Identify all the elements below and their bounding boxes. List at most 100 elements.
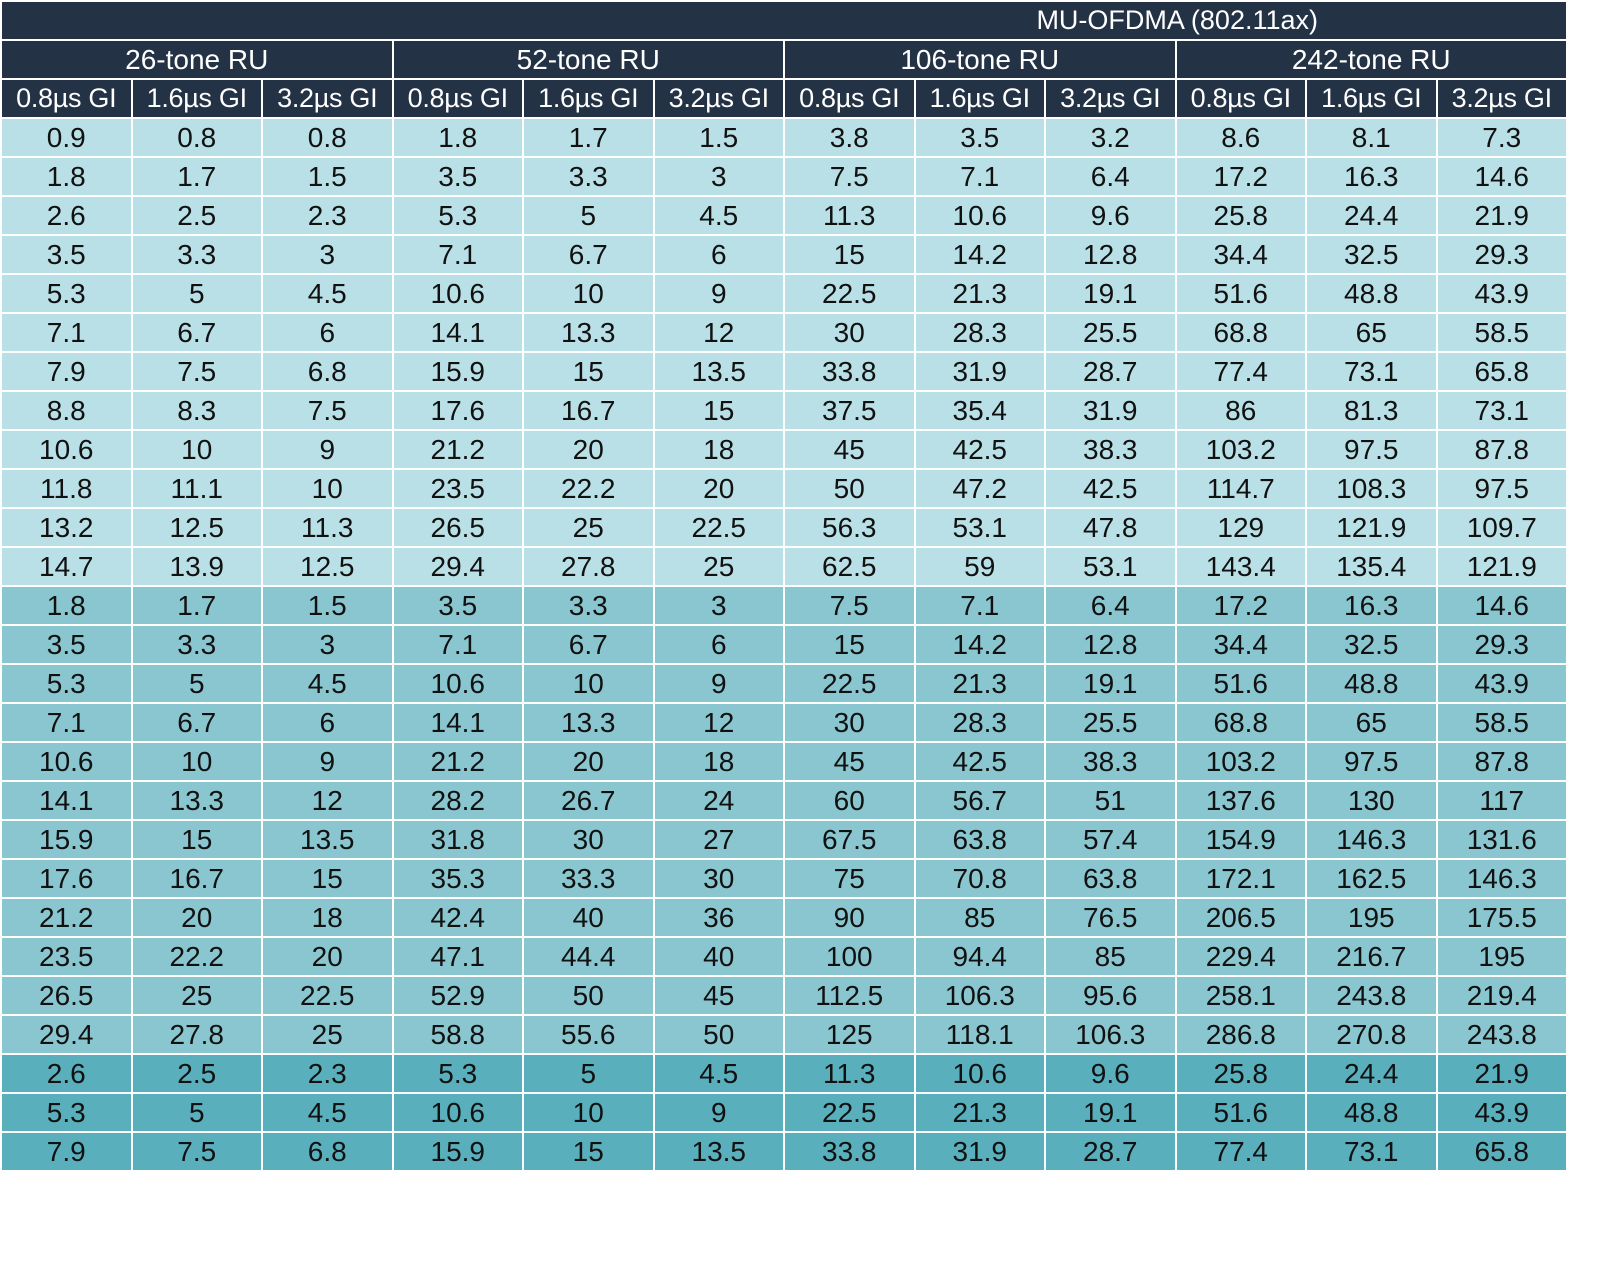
table-cell: 117: [1435, 780, 1568, 821]
table-row: 21.2 20 18 42.4 40 36 90 85 76.5 206.5 195 175.5: [0, 897, 1568, 938]
table-cell: 10.6: [913, 195, 1046, 236]
table-row: 7.9 7.5 6.8 15.9 15 13.5 33.8 31.9 28.7 77.4 73.1 6…: [0, 1131, 1568, 1172]
table-cell: 24.4: [1305, 195, 1438, 236]
table-cell: 103.2: [1174, 741, 1307, 782]
table-cell: 65: [1305, 702, 1438, 743]
table-cell: 43.9: [1435, 663, 1568, 704]
table-cell: 10.6: [913, 1053, 1046, 1094]
table-cell: 87.8: [1435, 741, 1568, 782]
table-cell: 48.8: [1305, 1092, 1438, 1133]
table-cell: 11.3: [783, 1053, 916, 1094]
table-cell: 26.5: [0, 975, 133, 1016]
table-cell: 31.9: [913, 351, 1046, 392]
table-cell: 65.8: [1435, 1131, 1568, 1172]
table-cell: 10.6: [0, 429, 133, 470]
table-cell: 3: [652, 156, 785, 197]
table-cell: 7.5: [783, 156, 916, 197]
table-cell: 6: [652, 234, 785, 275]
table-cell: 3.5: [391, 585, 524, 626]
table-cell: 25.5: [1044, 702, 1177, 743]
table-cell: 7.9: [0, 1131, 133, 1172]
table-row: 10.6 10 9 21.2 20 18 45 42.5 38.3 103.2 97.5 87.8: [0, 429, 1568, 470]
table-cell: 9.6: [1044, 1053, 1177, 1094]
table-cell: 9: [652, 1092, 785, 1133]
table-cell: 24: [652, 780, 785, 821]
table-row: 7.1 6.7 6 14.1 13.3 12 30 28.3 25.5 68.8 65 58.5: [0, 312, 1568, 353]
table-cell: 97.5: [1305, 429, 1438, 470]
table-cell: 42.5: [1044, 468, 1177, 509]
ru-header-242-tone: 242-tone RU: [1174, 39, 1568, 80]
table-row: 8.8 8.3 7.5 17.6 16.7 15 37.5 35.4 31.9 86 81.3 73.…: [0, 390, 1568, 431]
table-cell: 27: [652, 819, 785, 860]
table-cell: 195: [1305, 897, 1438, 938]
table-cell: 6.4: [1044, 585, 1177, 626]
title-row: MU-OFDMA (802.11ax): [0, 0, 1568, 41]
ru-header-52-tone: 52-tone RU: [391, 39, 785, 80]
table-cell: 38.3: [1044, 429, 1177, 470]
table-cell: 31.8: [391, 819, 524, 860]
table-cell: 9: [652, 663, 785, 704]
table-cell: 146.3: [1435, 858, 1568, 899]
table-cell: 33.8: [783, 351, 916, 392]
table-cell: 14.2: [913, 624, 1046, 665]
table-cell: 73.1: [1435, 390, 1568, 431]
table-cell: 175.5: [1435, 897, 1568, 938]
gi-header-3.2us: 3.2µs GI: [1044, 78, 1177, 119]
table-cell: 44.4: [522, 936, 655, 977]
table-cell: 42.5: [913, 741, 1046, 782]
table-row: 2.6 2.5 2.3 5.3 5 4.5 11.3 10.6 9.6 25.8 24.4 21.9: [0, 1053, 1568, 1094]
table-cell: 0.8: [130, 117, 263, 158]
table-cell: 47.1: [391, 936, 524, 977]
table-row: 10.6 10 9 21.2 20 18 45 42.5 38.3 103.2 97.5 87.8: [0, 741, 1568, 782]
table-cell: 43.9: [1435, 1092, 1568, 1133]
table-cell: 34.4: [1174, 234, 1307, 275]
table-cell: 1.7: [130, 585, 263, 626]
table-cell: 29.4: [391, 546, 524, 587]
table-row: 5.3 5 4.5 10.6 10 9 22.5 21.3 19.1 51.6 48.8 43.9: [0, 663, 1568, 704]
table-cell: 4.5: [261, 1092, 394, 1133]
table-cell: 3.5: [391, 156, 524, 197]
table-cell: 97.5: [1435, 468, 1568, 509]
table-cell: 22.2: [522, 468, 655, 509]
table-cell: 28.2: [391, 780, 524, 821]
table-cell: 10.6: [391, 1092, 524, 1133]
table-cell: 3: [261, 624, 394, 665]
table-cell: 51.6: [1174, 1092, 1307, 1133]
table-cell: 22.5: [783, 1092, 916, 1133]
table-cell: 25: [522, 507, 655, 548]
table-cell: 59: [913, 546, 1046, 587]
table-cell: 18: [261, 897, 394, 938]
table-cell: 20: [522, 741, 655, 782]
table-cell: 3.3: [130, 234, 263, 275]
table-cell: 19.1: [1044, 1092, 1177, 1133]
table-body: 0.9 0.8 0.8 1.8 1.7 1.5 3.8 3.5 3.2 8.6 8.1 7.3 1.8 1…: [0, 117, 1568, 1172]
table-row: 13.2 12.5 11.3 26.5 25 22.5 56.3 53.1 47.8 129 121…: [0, 507, 1568, 548]
table-cell: 36: [652, 897, 785, 938]
table-cell: 10: [130, 429, 263, 470]
table-cell: 87.8: [1435, 429, 1568, 470]
table-cell: 154.9: [1174, 819, 1307, 860]
table-cell: 3.2: [1044, 117, 1177, 158]
table-cell: 172.1: [1174, 858, 1307, 899]
table-cell: 13.9: [130, 546, 263, 587]
table-cell: 21.2: [391, 741, 524, 782]
table-cell: 18: [652, 429, 785, 470]
table-cell: 13.3: [522, 312, 655, 353]
table-cell: 11.8: [0, 468, 133, 509]
table-cell: 68.8: [1174, 702, 1307, 743]
table-cell: 6.8: [261, 1131, 394, 1172]
table-cell: 17.6: [391, 390, 524, 431]
table-cell: 81.3: [1305, 390, 1438, 431]
table-cell: 58.8: [391, 1014, 524, 1055]
table-cell: 137.6: [1174, 780, 1307, 821]
table-cell: 42.5: [913, 429, 1046, 470]
table-cell: 2.5: [130, 195, 263, 236]
table-cell: 108.3: [1305, 468, 1438, 509]
table-cell: 13.3: [522, 702, 655, 743]
table-cell: 53.1: [913, 507, 1046, 548]
table-cell: 10.6: [391, 273, 524, 314]
table-cell: 55.6: [522, 1014, 655, 1055]
table-row: 29.4 27.8 25 58.8 55.6 50 125 118.1 106.3 286.8 27…: [0, 1014, 1568, 1055]
table-cell: 4.5: [652, 195, 785, 236]
table-cell: 9: [652, 273, 785, 314]
